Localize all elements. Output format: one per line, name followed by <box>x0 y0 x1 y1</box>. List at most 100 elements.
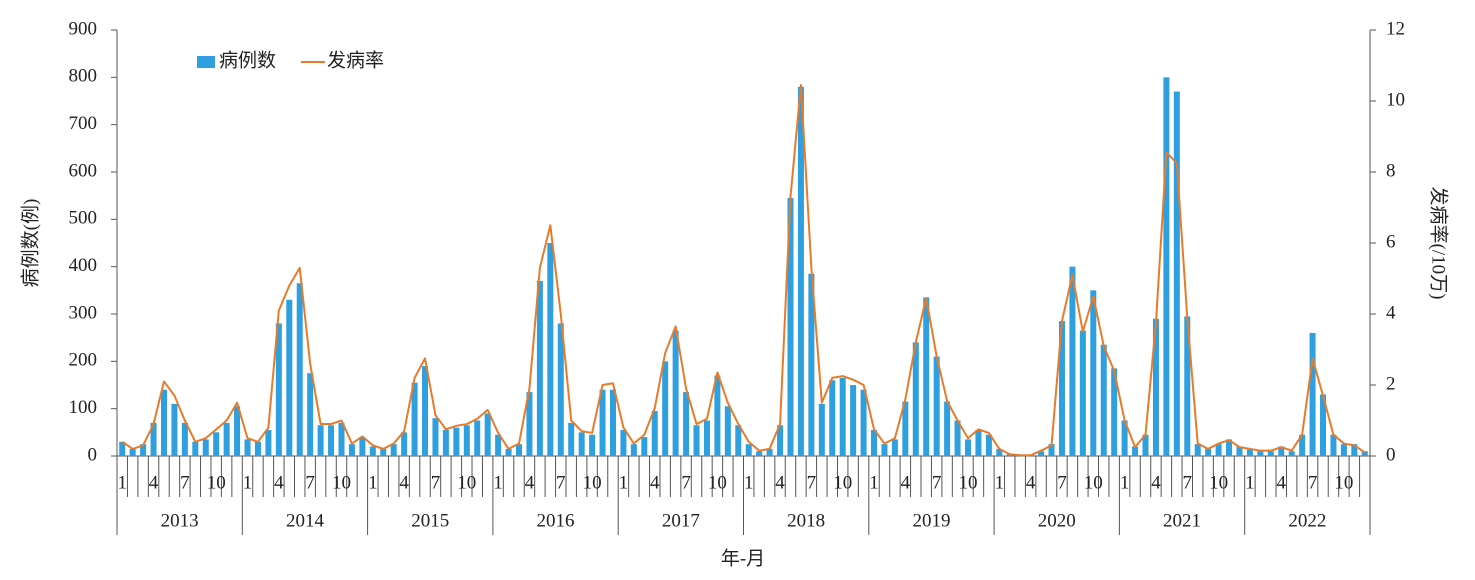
x-tick-label: 10 <box>708 472 727 493</box>
bar <box>254 441 261 456</box>
y-tick-label: 0 <box>88 444 98 465</box>
bar <box>536 280 543 456</box>
bar <box>777 425 784 456</box>
bar <box>1320 394 1327 456</box>
bar <box>1121 420 1128 456</box>
bar <box>1351 444 1358 456</box>
y2-tick-label: 12 <box>1386 18 1405 39</box>
y-tick-label: 100 <box>69 397 98 418</box>
group-label: 2015 <box>411 510 449 531</box>
bar <box>348 444 355 456</box>
x-tick-label: 4 <box>1026 472 1036 493</box>
group-label: 2014 <box>286 510 325 531</box>
bar <box>891 439 898 456</box>
y2-tick-label: 8 <box>1386 160 1396 181</box>
bar <box>160 389 167 456</box>
bar <box>996 448 1003 456</box>
group-label: 2017 <box>662 510 700 531</box>
y-tick-label: 800 <box>69 66 98 87</box>
bar <box>328 425 335 456</box>
bar <box>912 342 919 456</box>
x-tick-label: 7 <box>180 472 190 493</box>
bar <box>787 198 794 457</box>
x-tick-label: 7 <box>431 472 441 493</box>
bar <box>1340 444 1347 456</box>
x-tick-label: 10 <box>583 472 602 493</box>
x-tick-label: 7 <box>556 472 566 493</box>
bar <box>703 420 710 456</box>
y2-tick-label: 10 <box>1386 89 1405 110</box>
x-tick-label: 7 <box>305 472 315 493</box>
x-tick-label: 7 <box>1057 472 1067 493</box>
bar <box>1205 448 1212 456</box>
y2-tick-label: 0 <box>1386 444 1396 465</box>
bar <box>1163 77 1170 456</box>
x-tick-label: 1 <box>243 472 253 493</box>
x-tick-label: 10 <box>958 472 977 493</box>
x-tick-label: 7 <box>681 472 691 493</box>
group-label: 2022 <box>1288 510 1326 531</box>
legend-label: 病例数 <box>219 49 276 71</box>
bar <box>359 437 366 456</box>
line <box>121 84 1366 457</box>
x-tick-label: 1 <box>1120 472 1130 493</box>
bar <box>463 425 470 456</box>
bar <box>1069 266 1076 456</box>
y-axis-title: 病例数(例) <box>19 199 41 288</box>
bar <box>1267 451 1274 456</box>
bar <box>1111 368 1118 456</box>
bar <box>797 86 804 457</box>
y-tick-label: 200 <box>69 350 98 371</box>
bar <box>286 299 293 456</box>
bar <box>390 444 397 456</box>
y-tick-label: 600 <box>69 160 98 181</box>
bar <box>871 429 878 456</box>
bar <box>1100 344 1107 456</box>
x-tick-label: 10 <box>1209 472 1228 493</box>
bar <box>766 448 773 456</box>
bar <box>1299 434 1306 456</box>
x-tick-label: 10 <box>332 472 351 493</box>
x-tick-label: 7 <box>932 472 942 493</box>
bar <box>1090 290 1097 456</box>
bar <box>275 323 282 456</box>
bar <box>453 427 460 456</box>
bar <box>150 422 157 456</box>
bar <box>818 403 825 456</box>
bar <box>1257 451 1264 456</box>
y-tick-label: 700 <box>69 113 98 134</box>
bar <box>693 425 700 456</box>
bar <box>307 373 314 456</box>
legend-swatch <box>197 56 215 68</box>
y-tick-label: 500 <box>69 208 98 229</box>
legend-label: 发病率 <box>327 49 384 71</box>
bar <box>1236 446 1243 456</box>
bar <box>1288 451 1295 456</box>
bar <box>756 451 763 456</box>
bar <box>1226 439 1233 456</box>
bar <box>526 392 533 456</box>
bar <box>609 389 616 456</box>
y2-tick-label: 6 <box>1386 231 1396 252</box>
x-tick-label: 4 <box>901 472 911 493</box>
bar <box>944 401 951 456</box>
bar <box>317 425 324 456</box>
y2-tick-label: 4 <box>1386 302 1396 323</box>
group-label: 2021 <box>1163 510 1201 531</box>
bar <box>714 375 721 456</box>
bar <box>484 413 491 456</box>
x-axis-title: 年-月 <box>721 547 765 569</box>
bar <box>933 356 940 456</box>
bar <box>881 444 888 456</box>
bar <box>1184 316 1191 456</box>
bar <box>1278 446 1285 456</box>
bar <box>568 422 575 456</box>
bar <box>923 297 930 456</box>
x-tick-label: 4 <box>149 472 159 493</box>
x-tick-label: 1 <box>869 472 879 493</box>
x-tick-label: 4 <box>650 472 660 493</box>
x-tick-label: 4 <box>525 472 535 493</box>
y-tick-label: 400 <box>69 255 98 276</box>
bar <box>1152 318 1159 456</box>
